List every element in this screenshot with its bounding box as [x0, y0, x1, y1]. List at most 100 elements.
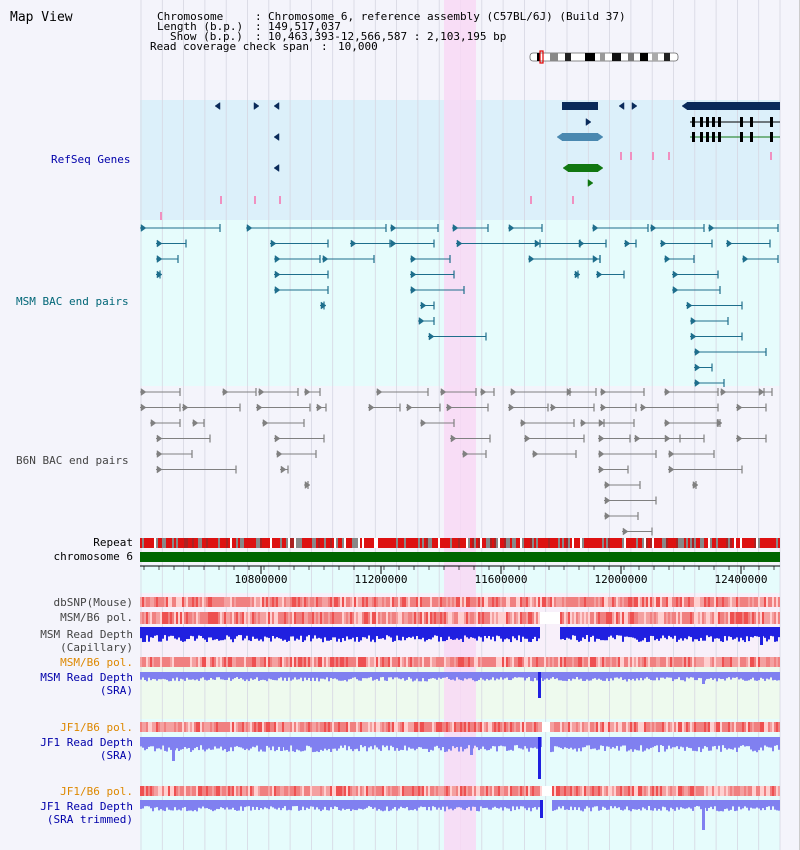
- heat-cell: [244, 657, 246, 667]
- heat-cell: [382, 657, 384, 667]
- depth-bar: [560, 800, 562, 809]
- heat-cell: [404, 722, 406, 732]
- gene-arrow: [597, 164, 604, 172]
- depth-bar: [178, 672, 180, 682]
- heat-cell: [618, 612, 620, 624]
- repeat-cell: [314, 538, 316, 548]
- heat-cell: [396, 786, 398, 796]
- msm-depth-sra-label[interactable]: MSM Read Depth: [40, 671, 133, 684]
- depth-bar: [314, 737, 316, 752]
- heat-cell: [332, 597, 334, 607]
- heat-cell: [160, 786, 162, 796]
- chromosome-ideogram[interactable]: [529, 50, 679, 64]
- highlight-region[interactable]: [444, 0, 476, 850]
- heat-cell: [240, 657, 242, 667]
- depth-bar: [640, 672, 642, 678]
- jf1-depth-trim-sub: (SRA trimmed): [46, 813, 133, 826]
- exon: [740, 117, 743, 127]
- chromosome-label[interactable]: chromosome 6: [53, 550, 133, 563]
- gene-block: [562, 133, 598, 141]
- jf1-depth-trim-label[interactable]: JF1 Read Depth: [40, 800, 133, 813]
- depth-bar: [490, 737, 492, 749]
- dbsnp-label[interactable]: dbSNP(Mouse): [53, 596, 133, 609]
- heat-cell: [450, 612, 452, 624]
- heat-cell: [464, 657, 466, 667]
- depth-bar: [322, 800, 324, 810]
- heat-cell: [204, 722, 206, 732]
- heat-cell: [362, 657, 364, 667]
- repeat-cell: [552, 538, 554, 548]
- jf1-pol-label[interactable]: JF1/B6 pol.: [60, 721, 133, 734]
- heat-cell: [568, 597, 570, 607]
- depth-bar: [590, 800, 592, 812]
- depth-bar: [476, 672, 478, 682]
- heat-cell: [632, 612, 634, 624]
- depth-bar: [480, 800, 482, 807]
- depth-bar: [654, 800, 656, 809]
- heat-cell: [524, 722, 526, 732]
- repeat-label[interactable]: Repeat: [93, 536, 133, 549]
- heat-cell: [188, 597, 190, 607]
- heat-cell: [652, 657, 654, 667]
- depth-bar: [350, 627, 352, 640]
- depth-bar: [480, 737, 482, 749]
- heat-cell: [226, 612, 228, 624]
- depth-bar: [496, 800, 498, 809]
- repeat-cell: [674, 538, 676, 548]
- jf1-pol-trim-label[interactable]: JF1/B6 pol.: [60, 785, 133, 798]
- heat-cell: [692, 612, 694, 624]
- repeat-cell: [342, 538, 344, 548]
- depth-bar: [772, 737, 774, 752]
- heat-cell: [504, 657, 506, 667]
- depth-bar: [152, 800, 154, 812]
- depth-bar: [724, 627, 726, 637]
- depth-bar: [766, 627, 768, 642]
- depth-bar: [590, 627, 592, 638]
- depth-bar: [724, 737, 726, 749]
- depth-bar: [644, 800, 646, 809]
- depth-bar: [622, 800, 624, 811]
- depth-bar: [214, 672, 216, 680]
- heat-cell: [558, 722, 560, 732]
- repeat-cell: [266, 538, 268, 548]
- heat-cell: [252, 657, 254, 667]
- heat-cell: [710, 657, 712, 667]
- depth-bar: [444, 627, 446, 642]
- depth-bar: [244, 737, 246, 751]
- depth-bar: [272, 627, 274, 636]
- heat-cell: [730, 597, 732, 607]
- depth-bar: [422, 737, 424, 749]
- heat-cell: [706, 786, 708, 796]
- heat-cell: [376, 657, 378, 667]
- heat-cell: [630, 612, 632, 624]
- heat-cell: [444, 612, 446, 624]
- gene-tick: [770, 152, 772, 160]
- depth-bar: [458, 800, 460, 808]
- heat-cell: [368, 597, 370, 607]
- repeat-cell: [420, 538, 422, 548]
- depth-bar: [280, 672, 282, 678]
- depth-bar: [260, 800, 262, 809]
- heat-cell: [526, 612, 528, 624]
- heat-cell: [744, 657, 746, 667]
- heat-cell: [336, 786, 338, 796]
- depth-bar: [564, 737, 566, 748]
- repeat-cell: [352, 538, 354, 548]
- msm-b6-pol-label[interactable]: MSM/B6 pol.: [60, 611, 133, 624]
- heat-cell: [434, 612, 436, 624]
- heat-cell: [520, 597, 522, 607]
- heat-cell: [510, 657, 512, 667]
- b6n-bac-label[interactable]: B6N BAC end pairs: [16, 454, 129, 467]
- depth-bar: [754, 800, 756, 809]
- msm-b6-pol-sra-label[interactable]: MSM/B6 pol.: [60, 656, 133, 669]
- heat-cell: [682, 786, 684, 796]
- jf1-depth-sra-label[interactable]: JF1 Read Depth: [40, 736, 133, 749]
- heat-cell: [376, 597, 378, 607]
- msm-depth-capillary-label[interactable]: MSM Read Depth: [40, 628, 133, 641]
- refseq-genes-label[interactable]: RefSeq Genes: [51, 153, 131, 166]
- heat-cell: [148, 597, 150, 607]
- bac-end-arrow: [664, 434, 671, 443]
- depth-bar: [602, 800, 604, 807]
- msm-bac-label[interactable]: MSM BAC end pairs: [16, 295, 129, 308]
- heat-cell: [334, 612, 336, 624]
